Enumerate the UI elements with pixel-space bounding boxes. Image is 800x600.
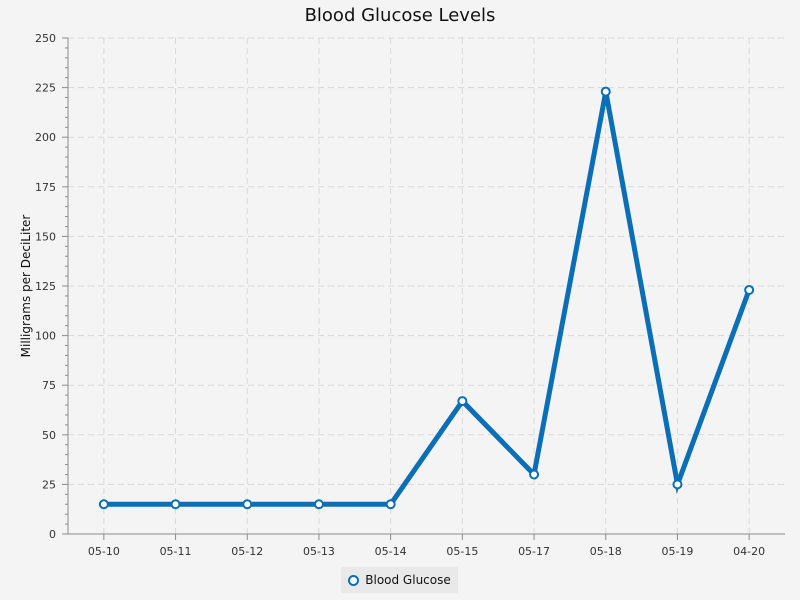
data-point[interactable] (242, 499, 253, 510)
data-point[interactable] (457, 396, 468, 407)
y-tick-label: 225 (35, 82, 56, 95)
x-tick-label: 04-20 (733, 545, 765, 558)
data-point[interactable] (744, 284, 755, 295)
x-tick-label: 05-11 (160, 545, 192, 558)
y-axis-title: Milligrams per DeciLiter (19, 215, 33, 358)
y-axis-tick-labels: 0 25 50 75 100 125 150 175 200 225 250 (35, 32, 56, 541)
y-tick-label: 25 (42, 478, 56, 491)
legend-label: Blood Glucose (365, 573, 451, 587)
data-point[interactable] (600, 86, 611, 97)
x-tick-label: 05-12 (231, 545, 263, 558)
y-tick-label: 75 (42, 379, 56, 392)
y-tick-label: 175 (35, 181, 56, 194)
data-point[interactable] (529, 469, 540, 480)
y-tick-label: 100 (35, 330, 56, 343)
x-tick-label: 05-14 (375, 545, 407, 558)
series-line (103, 91, 752, 507)
data-point[interactable] (672, 479, 683, 490)
y-tick-label: 250 (35, 32, 56, 45)
x-tick-label: 05-17 (518, 545, 550, 558)
axes (62, 37, 785, 540)
x-tick-label: 05-18 (590, 545, 622, 558)
y-tick-label: 50 (42, 429, 56, 442)
data-point[interactable] (385, 499, 396, 510)
data-point[interactable] (170, 499, 181, 510)
y-tick-label: 125 (35, 280, 56, 293)
data-point[interactable] (98, 499, 109, 510)
legend-marker-icon (348, 574, 360, 586)
x-axis-tick-labels: 05-10 05-11 05-12 05-13 05-14 05-15 05-17 05-18… (88, 545, 765, 558)
y-tick-label: 0 (49, 528, 56, 541)
y-tick-label: 200 (35, 131, 56, 144)
x-tick-label: 05-13 (303, 545, 335, 558)
x-tick-label: 05-10 (88, 545, 120, 558)
x-tick-label: 05-19 (661, 545, 693, 558)
chart-title: Blood Glucose Levels (304, 5, 496, 26)
y-tick-label: 150 (35, 230, 56, 243)
legend[interactable]: Blood Glucose (341, 567, 458, 593)
grid (68, 37, 785, 534)
series (98, 86, 755, 510)
data-point[interactable] (313, 499, 324, 510)
x-tick-label: 05-15 (446, 545, 478, 558)
